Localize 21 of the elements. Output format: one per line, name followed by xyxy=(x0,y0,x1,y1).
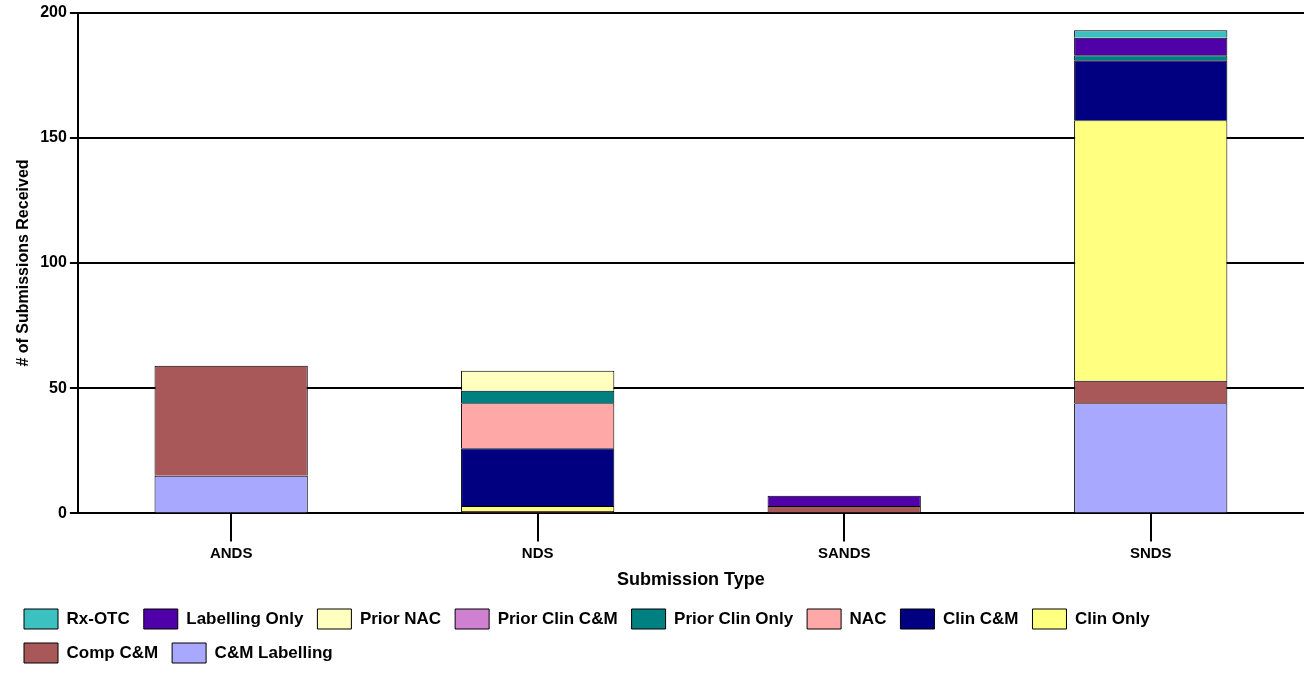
legend-label: Prior NAC xyxy=(359,608,442,628)
y-axis-title: # of Submissions Received xyxy=(14,159,32,367)
x-axis-title: Submission Type xyxy=(617,569,765,590)
y-tick-label: 0 xyxy=(57,503,67,521)
x-tick-label: SANDS xyxy=(817,543,871,561)
x-tick-label: ANDS xyxy=(209,543,253,561)
legend-label: Prior Clin C&M xyxy=(497,608,618,628)
legend-label: Clin Only xyxy=(1074,608,1151,628)
legend-label: Clin C&M xyxy=(942,608,1019,628)
y-tick-label: 200 xyxy=(40,3,67,21)
y-tick-label: 50 xyxy=(49,378,67,396)
legend-label: Rx-OTC xyxy=(66,608,130,628)
y-tick-label: 100 xyxy=(40,253,67,271)
legend-label: Labelling Only xyxy=(186,608,304,628)
legend-label: NAC xyxy=(849,608,887,628)
legend-label: Prior Clin Only xyxy=(674,608,794,628)
x-tick-label: NDS xyxy=(521,543,554,561)
x-tick-label: SNDS xyxy=(1129,543,1172,561)
legend-label: C&M Labelling xyxy=(214,642,333,662)
legend-label: Comp C&M xyxy=(66,642,159,662)
y-tick-label: 150 xyxy=(40,128,67,146)
